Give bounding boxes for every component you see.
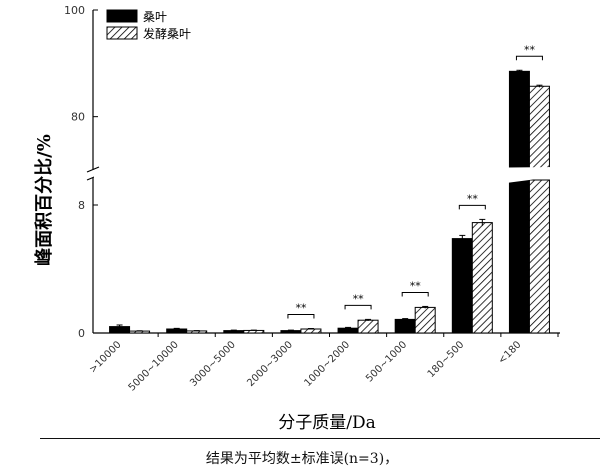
y-axis-label: 峰面积百分比/% (33, 134, 55, 266)
legend-label: 桑叶 (143, 10, 167, 24)
bar-fermented-mulberry-leaf-upper (528, 85, 550, 171)
bar-mulberry-leaf (394, 318, 416, 334)
significance-label: ** (410, 279, 422, 292)
bar-fermented-mulberry-leaf (300, 328, 322, 334)
caption-rule (40, 438, 600, 439)
y-tick-label: 100 (64, 4, 85, 17)
y-tick-label: 80 (71, 111, 85, 124)
y-tick-label: 0 (78, 327, 85, 340)
x-tick-label: 2000~3000 (245, 339, 295, 389)
significance-label: ** (467, 192, 479, 205)
significance-markers: ** ** ** ** ** (287, 43, 543, 319)
axis-break-mark (86, 166, 100, 173)
x-tick-label: 500~1000 (364, 339, 409, 384)
chart: 0 8 80 100 >10000 5000~10000 3000~5000 2000~300… (33, 4, 560, 433)
legend-swatch (106, 26, 138, 40)
significance-bracket (458, 204, 486, 210)
bar-fermented-mulberry-leaf (414, 306, 436, 334)
legend-swatch (106, 9, 138, 23)
x-tick-label: 180~500 (426, 339, 467, 380)
y-tick-label: 8 (78, 199, 85, 212)
bar-fermented-mulberry-leaf (528, 179, 550, 334)
bars (94, 69, 560, 334)
x-tick-label: 1000~2000 (302, 339, 352, 389)
x-tick-label: 3000~5000 (188, 339, 238, 389)
bar-mulberry-leaf-upper (508, 70, 530, 171)
x-tick-label: >10000 (87, 339, 123, 375)
significance-label: ** (353, 292, 365, 305)
significance-bracket (344, 304, 372, 310)
significance-bracket (287, 314, 315, 319)
significance-label: ** (295, 302, 307, 315)
bar-fermented-mulberry-leaf (471, 222, 493, 334)
significance-label: ** (524, 43, 536, 56)
bar-mulberry-leaf (451, 238, 473, 334)
legend-label: 发酵桑叶 (143, 26, 191, 41)
x-tick-label: <180 (496, 339, 523, 366)
significance-bracket (515, 55, 543, 61)
bar-fermented-mulberry-leaf (243, 329, 265, 334)
bar-mulberry-leaf (508, 179, 530, 334)
bar-fermented-mulberry-leaf (357, 319, 379, 334)
axes: 0 8 80 100 >10000 5000~10000 3000~5000 2000~300… (64, 4, 560, 394)
caption: 结果为平均数±标准误(n=3)， (205, 451, 399, 467)
axis-break-gap (94, 167, 560, 180)
x-tick-label: 5000~10000 (127, 339, 181, 393)
x-axis-label: 分子质量/Da (278, 413, 376, 433)
significance-bracket (401, 291, 429, 297)
